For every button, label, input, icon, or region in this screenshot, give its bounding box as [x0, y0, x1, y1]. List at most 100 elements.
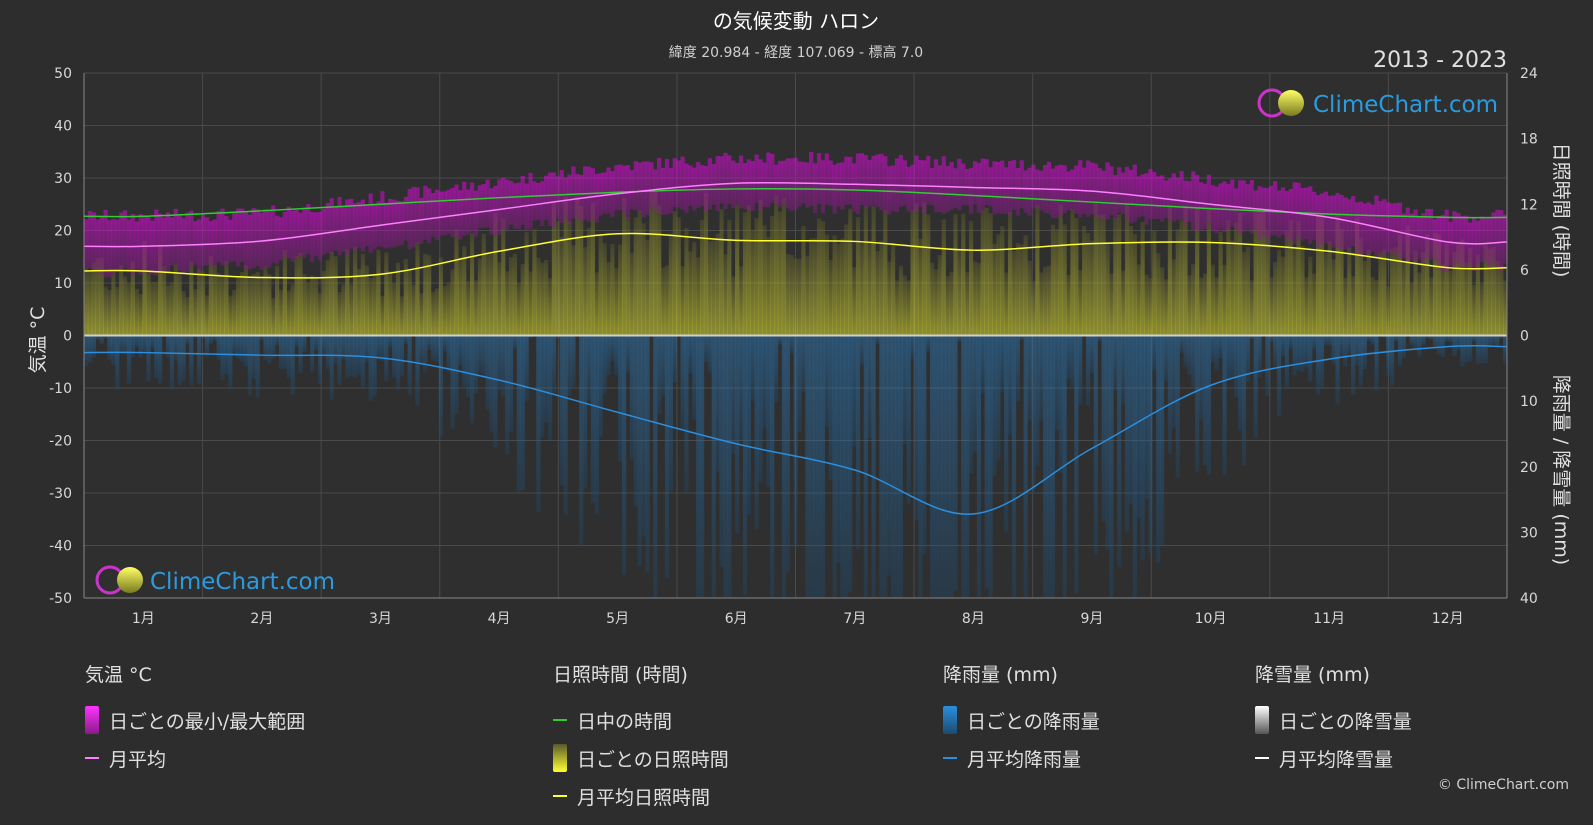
daily-rain-bar [314, 335, 319, 351]
daily-rain-bar [879, 335, 884, 598]
daily-temp-range-bar [1452, 211, 1457, 269]
daily-sunshine-bar [1460, 239, 1465, 336]
daily-rain-bar [894, 335, 900, 598]
daily-rain-bar [754, 335, 759, 529]
daily-rain-bar [177, 335, 182, 386]
daily-sunshine-bar [372, 274, 377, 336]
daily-temp-range-bar [505, 179, 510, 231]
daily-rain-bar [1257, 335, 1262, 378]
daily-temp-range-bar [1444, 209, 1449, 272]
daily-rain-bar [1234, 335, 1239, 398]
daily-sunshine-bar [715, 233, 720, 336]
legend-label-daylight: 日中の時間 [577, 710, 673, 733]
daily-rain-bar [438, 335, 443, 438]
daily-sunshine-bar [263, 266, 268, 336]
daily-rain-bar [711, 335, 716, 598]
daily-sunshine-bar [988, 213, 993, 336]
daily-sunshine-bar [333, 256, 338, 336]
daily-rain-bar [107, 335, 112, 360]
daily-rain-bar [485, 335, 490, 411]
daily-rain-bar [1210, 335, 1215, 363]
daily-sunshine-bar [1195, 207, 1200, 336]
daily-rain-bar [735, 335, 740, 534]
daily-rain-bar [1237, 335, 1243, 431]
daily-temp-range-bar [1097, 168, 1102, 219]
daily-rain-bar [1202, 335, 1208, 466]
daily-rain-bar [692, 335, 697, 420]
daily-rain-bar [1105, 335, 1110, 550]
daily-sunshine-bar [1452, 252, 1457, 336]
daily-temp-range-bar [680, 156, 685, 210]
daily-sunshine-bar [992, 243, 997, 336]
daily-rain-bar [1167, 335, 1173, 455]
daily-sunshine-bar [614, 268, 619, 336]
daily-sunshine-bar [1046, 265, 1052, 336]
left-tick-label: -20 [49, 434, 72, 450]
daily-rain-bar [641, 335, 646, 537]
daily-temp-range-bar [641, 161, 646, 218]
daily-rain-bar [536, 335, 541, 513]
daily-sunshine-bar [836, 243, 841, 336]
daily-sunshine-bar [1417, 272, 1422, 336]
daily-sunshine-bar [364, 265, 369, 336]
daily-rain-bar [941, 335, 946, 598]
daily-sunshine-bar [727, 219, 732, 336]
daily-sunshine-bar [735, 204, 740, 336]
daily-sunshine-bar [1347, 247, 1352, 336]
daily-sunshine-bar [1358, 237, 1364, 336]
daily-sunshine-bar [1093, 202, 1098, 336]
daily-temp-range-bar [887, 166, 892, 215]
daily-sunshine-bar [360, 253, 366, 336]
daily-temp-range-bar [349, 198, 354, 249]
daily-sunshine-bar [450, 269, 455, 336]
daily-rain-bar [1183, 335, 1188, 368]
daily-sunshine-bar [438, 257, 443, 336]
daily-temp-range-bar [684, 163, 689, 213]
daily-sunshine-bar [1483, 244, 1488, 336]
daily-sunshine-bar [239, 271, 245, 336]
daily-temp-range-bar [1393, 203, 1399, 255]
daily-sunshine-bar [185, 296, 190, 336]
daily-sunshine-bar [1343, 277, 1348, 336]
daily-sunshine-bar [809, 238, 814, 336]
daily-temp-range-bar [1132, 164, 1137, 222]
daily-rain-bar [680, 335, 685, 429]
daily-temp-range-bar [438, 191, 443, 236]
daily-sunshine-bar [493, 212, 498, 336]
daily-sunshine-bar [801, 226, 806, 336]
daily-rain-bar [1046, 335, 1052, 598]
daily-sunshine-bar [220, 274, 225, 336]
daily-sunshine-bar [633, 217, 638, 336]
daily-sunshine-bar [458, 257, 463, 336]
daily-rain-bar [395, 335, 401, 390]
daily-temp-range-bar [1175, 177, 1180, 221]
right-tick-label-sunshine: 12 [1520, 197, 1538, 213]
daily-rain-bar [871, 335, 876, 598]
daily-temp-range-bar [434, 189, 440, 241]
daily-temp-range-bar [637, 162, 642, 212]
daily-sunshine-bar [824, 234, 829, 336]
daily-rain-bar [228, 335, 233, 390]
daily-temp-range-bar [165, 212, 171, 273]
daily-rain-bar [103, 335, 108, 339]
daily-sunshine-bar [321, 270, 327, 336]
daily-rain-bar [820, 335, 826, 598]
daily-rain-bar [1327, 335, 1332, 346]
daily-temp-range-bar [575, 173, 580, 219]
daily-temp-range-bar [294, 209, 299, 259]
daily-rain-bar [688, 335, 693, 374]
daily-rain-bar [84, 335, 89, 367]
daily-sunshine-bar [524, 232, 529, 336]
daily-sunshine-bar [259, 277, 264, 336]
daily-temp-range-bar [173, 208, 178, 267]
daily-rain-bar [594, 335, 599, 515]
daily-temp-range-bar [941, 156, 946, 214]
daily-sunshine-bar [618, 244, 623, 336]
daily-temp-range-bar [1475, 220, 1481, 271]
daily-temp-range-bar [1249, 180, 1254, 234]
left-tick-label: 10 [54, 276, 72, 292]
daily-sunshine-bar [1035, 204, 1040, 336]
daily-rain-bar [1308, 335, 1313, 383]
daily-rain-bar [282, 335, 288, 369]
daily-temp-range-bar [388, 198, 393, 248]
